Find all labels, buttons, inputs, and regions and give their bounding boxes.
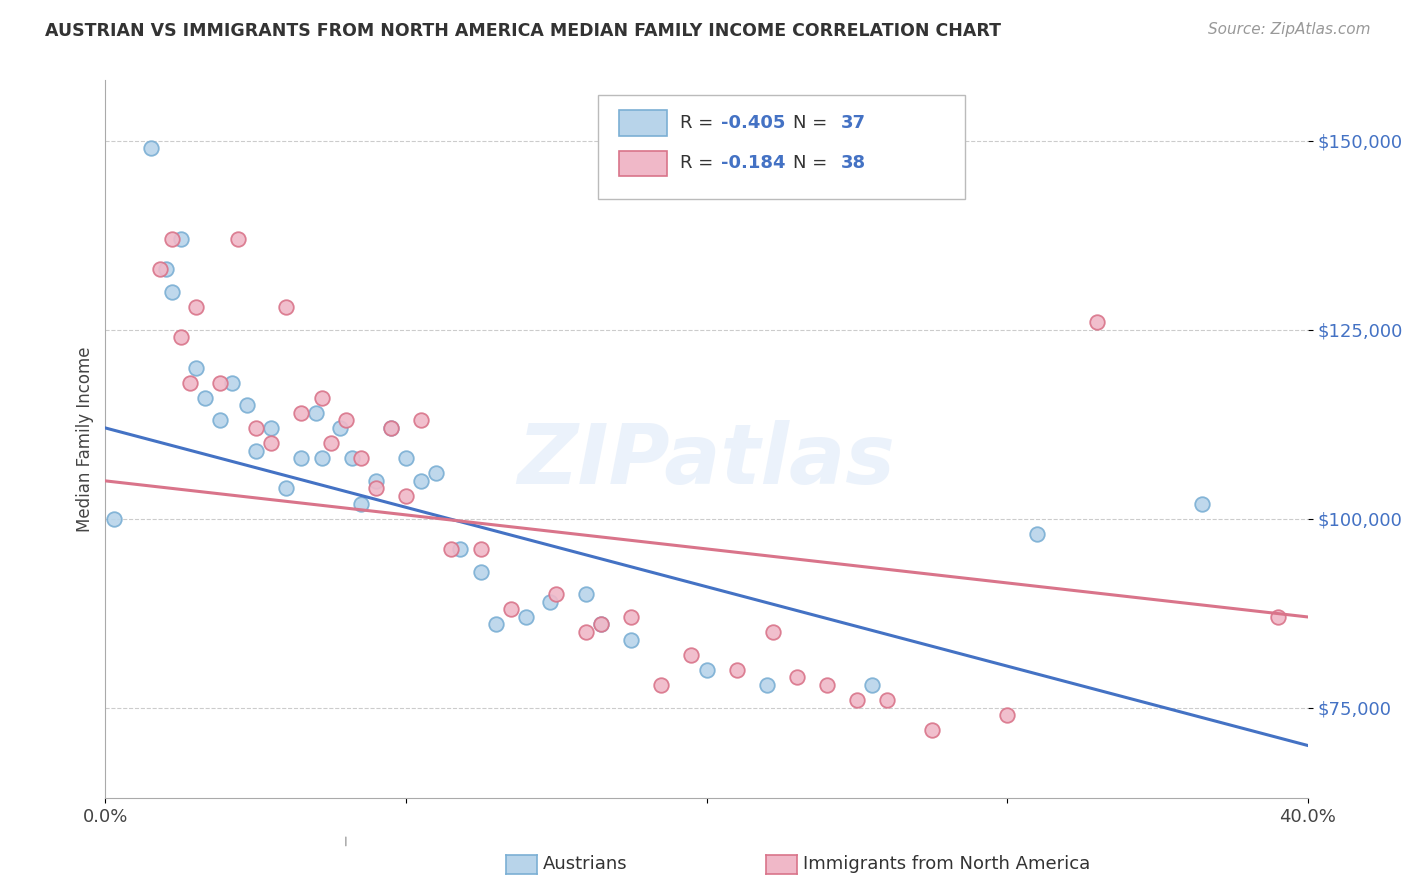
Point	[620, 610, 643, 624]
Point	[155, 262, 177, 277]
Point	[319, 436, 342, 450]
Text: Source: ZipAtlas.com: Source: ZipAtlas.com	[1208, 22, 1371, 37]
Point	[179, 376, 201, 390]
Point	[364, 482, 387, 496]
Point	[169, 232, 191, 246]
Point	[274, 482, 297, 496]
Text: R =: R =	[681, 153, 718, 172]
Point	[305, 406, 328, 420]
Point	[335, 413, 357, 427]
Text: -0.405: -0.405	[721, 114, 786, 132]
Point	[786, 670, 808, 684]
Point	[184, 300, 207, 314]
Point	[440, 541, 463, 556]
Point	[184, 360, 207, 375]
Point	[921, 723, 943, 738]
Point	[169, 330, 191, 344]
Text: ZIPatlas: ZIPatlas	[517, 420, 896, 501]
Point	[815, 678, 838, 692]
Point	[245, 443, 267, 458]
Point	[329, 421, 352, 435]
Point	[160, 285, 183, 299]
Point	[103, 511, 125, 525]
Text: R =: R =	[681, 114, 718, 132]
Point	[681, 648, 703, 662]
Point	[1026, 526, 1049, 541]
Point	[1267, 610, 1289, 624]
Text: N =: N =	[793, 153, 834, 172]
Text: AUSTRIAN VS IMMIGRANTS FROM NORTH AMERICA MEDIAN FAMILY INCOME CORRELATION CHART: AUSTRIAN VS IMMIGRANTS FROM NORTH AMERIC…	[45, 22, 1001, 40]
Point	[591, 617, 613, 632]
Point	[260, 436, 283, 450]
Point	[425, 467, 447, 481]
Point	[995, 708, 1018, 723]
Point	[470, 541, 492, 556]
Y-axis label: Median Family Income: Median Family Income	[76, 347, 94, 532]
Point	[380, 421, 402, 435]
Point	[274, 300, 297, 314]
Point	[350, 451, 373, 466]
Point	[470, 565, 492, 579]
Point	[485, 617, 508, 632]
FancyBboxPatch shape	[599, 95, 965, 199]
Point	[340, 451, 363, 466]
Point	[538, 595, 561, 609]
Point	[725, 663, 748, 677]
Text: Immigrants from North America: Immigrants from North America	[803, 855, 1090, 873]
Text: N =: N =	[793, 114, 834, 132]
Point	[290, 406, 312, 420]
Point	[1085, 315, 1108, 329]
Point	[876, 693, 898, 707]
Point	[139, 141, 162, 155]
Point	[515, 610, 537, 624]
Point	[395, 489, 418, 503]
Point	[575, 625, 598, 640]
Point	[449, 541, 471, 556]
Point	[311, 391, 333, 405]
Point	[364, 474, 387, 488]
Text: 37: 37	[841, 114, 866, 132]
FancyBboxPatch shape	[619, 111, 666, 136]
Point	[245, 421, 267, 435]
FancyBboxPatch shape	[619, 151, 666, 176]
Point	[546, 587, 568, 601]
Point	[762, 625, 785, 640]
Point	[208, 413, 231, 427]
Point	[235, 398, 257, 412]
Point	[208, 376, 231, 390]
Point	[845, 693, 868, 707]
Point	[311, 451, 333, 466]
Point	[650, 678, 672, 692]
Point	[380, 421, 402, 435]
Point	[501, 602, 523, 616]
Point	[755, 678, 778, 692]
Point	[226, 232, 249, 246]
Point	[409, 474, 432, 488]
Point	[160, 232, 183, 246]
Point	[696, 663, 718, 677]
Point	[620, 632, 643, 647]
Point	[395, 451, 418, 466]
Point	[350, 497, 373, 511]
Point	[221, 376, 243, 390]
Point	[148, 262, 170, 277]
Text: -0.184: -0.184	[721, 153, 786, 172]
Point	[260, 421, 283, 435]
Point	[409, 413, 432, 427]
Point	[575, 587, 598, 601]
Point	[290, 451, 312, 466]
Point	[591, 617, 613, 632]
Text: Austrians: Austrians	[543, 855, 627, 873]
Text: 38: 38	[841, 153, 866, 172]
Point	[860, 678, 883, 692]
Point	[194, 391, 217, 405]
Point	[1191, 497, 1213, 511]
